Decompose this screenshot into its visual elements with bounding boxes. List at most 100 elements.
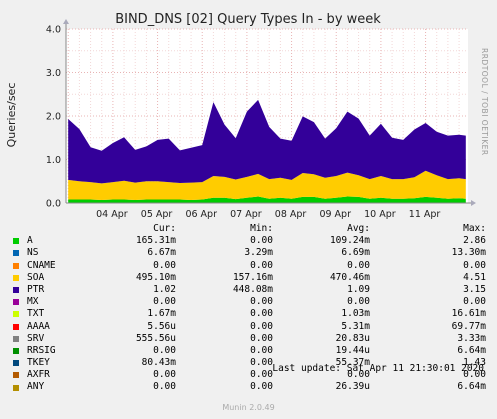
legend-swatch [13, 347, 19, 354]
x-tick-label: 07 Apr [230, 209, 262, 220]
legend-name: SOA [27, 271, 45, 283]
legend-name: TKEY [27, 357, 50, 369]
legend-avg: 0.00 [347, 296, 370, 308]
legend-cur: 0.00 [153, 259, 176, 271]
legend-cur: 555.56u [135, 332, 176, 344]
x-tick-label: 10 Apr [364, 209, 396, 220]
legend-header: Cur: Min: Avg: Max: [12, 223, 490, 235]
legend-row-soa: SOA 495.10m 157.16m 470.46m 4.51 [12, 272, 490, 284]
y-tick-label: 1.0 [46, 155, 61, 166]
side-label: RRDTOOL / TOBI OETIKER [480, 48, 489, 156]
legend-min: 0.00 [250, 235, 273, 247]
legend-name: AXFR [27, 369, 50, 381]
y-tick-label: 2.0 [46, 112, 61, 123]
legend-avg: 1.03m [341, 308, 370, 320]
legend-cur: 1.02 [153, 283, 176, 295]
legend-swatch [13, 299, 19, 306]
x-tick-label: 04 Apr [96, 209, 128, 220]
legend-swatch [13, 311, 19, 318]
legend-name: MX [27, 296, 39, 308]
legend-name: AAAA [27, 320, 50, 332]
x-axis-arrow [471, 200, 476, 206]
legend-row-mx: MX 0.00 0.00 0.00 0.00 [12, 296, 490, 308]
series-area-soa [68, 170, 466, 200]
legend-min: 0.00 [250, 259, 273, 271]
legend-cur: 6.67m [147, 247, 176, 259]
legend-max: 1.43 [463, 357, 486, 369]
legend-max: 4.51 [463, 271, 486, 283]
legend-avg: 0.00 [347, 369, 370, 381]
legend-avg: 5.31m [341, 320, 370, 332]
legend-name: PTR [27, 283, 45, 295]
legend-max: 6.64m [457, 344, 486, 356]
legend-row-rrsig: RRSIG 0.00 0.00 19.44u 6.64m [12, 345, 490, 357]
legend-max: 3.15 [463, 283, 486, 295]
legend-name: TXT [27, 308, 45, 320]
legend-max: 0.00 [463, 296, 486, 308]
legend-swatch [13, 287, 19, 294]
legend-max: 6.64m [457, 381, 486, 393]
axes [63, 19, 476, 206]
legend-avg: 470.46m [329, 271, 370, 283]
legend-row-srv: SRV 555.56u 0.00 20.83u 3.33m [12, 333, 490, 345]
legend-cur: 495.10m [135, 271, 176, 283]
legend-cur: 0.00 [153, 296, 176, 308]
x-tick-label: 09 Apr [319, 209, 351, 220]
legend-min: 0.00 [250, 332, 273, 344]
legend-swatch [13, 238, 19, 245]
legend-row-ns: NS 6.67m 3.29m 6.69m 13.30m [12, 247, 490, 259]
legend-avg: 26.39u [335, 381, 370, 393]
legend-min: 0.00 [250, 381, 273, 393]
munin-version: Munin 2.0.49 [222, 403, 275, 412]
legend-swatch [13, 335, 19, 342]
legend-name: CNAME [27, 259, 56, 271]
legend-min: 0.00 [250, 357, 273, 369]
y-axis-arrow [63, 19, 69, 24]
x-tick-label: 08 Apr [275, 209, 307, 220]
legend-name: RRSIG [27, 344, 56, 356]
legend-avg: 1.09 [347, 283, 370, 295]
legend-row-ptr: PTR 1.02 448.08m 1.09 3.15 [12, 284, 490, 296]
legend-min: 0.00 [250, 296, 273, 308]
header-cur: Cur: [153, 223, 176, 234]
legend-row-cname: CNAME 0.00 0.00 0.00 0.00 [12, 260, 490, 272]
y-tick-label: 3.0 [46, 68, 61, 79]
legend-swatch [13, 384, 19, 391]
legend-cur: 165.31m [135, 235, 176, 247]
legend-row-a: A 165.31m 0.00 109.24m 2.86 [12, 235, 490, 247]
y-axis-label: Queries/sec [5, 83, 18, 148]
legend-min: 0.00 [250, 308, 273, 320]
x-tick-label: 11 Apr [409, 209, 441, 220]
legend-avg: 55.37m [335, 357, 370, 369]
legend-swatch [13, 372, 19, 379]
legend-max: 0.00 [463, 369, 486, 381]
legend-cur: 0.00 [153, 369, 176, 381]
legend-cur: 5.56u [147, 320, 176, 332]
legend-name: A [27, 235, 33, 247]
legend-cur: 0.00 [153, 344, 176, 356]
legend-name: SRV [27, 332, 45, 344]
legend-swatch [13, 274, 19, 281]
legend-min: 448.08m [232, 283, 273, 295]
legend-max: 3.33m [457, 332, 486, 344]
legend-min: 157.16m [232, 271, 273, 283]
legend-row-txt: TXT 1.67m 0.00 1.03m 16.61m [12, 308, 490, 320]
legend-avg: 19.44u [335, 344, 370, 356]
legend-avg: 109.24m [329, 235, 370, 247]
legend-min: 3.29m [244, 247, 273, 259]
x-tick-label: 06 Apr [185, 209, 217, 220]
header-min: Min: [250, 223, 273, 234]
legend-cur: 80.43m [141, 357, 176, 369]
chart-title: BIND_DNS [02] Query Types In - by week [115, 12, 381, 27]
legend-max: 16.61m [451, 308, 486, 320]
legend-row-axfr: AXFR 0.00 0.00 0.00 0.00 [12, 369, 490, 381]
y-tick-label: 4.0 [46, 25, 61, 36]
legend-max: 69.77m [451, 320, 486, 332]
legend-name: ANY [27, 381, 45, 393]
legend-avg: 6.69m [341, 247, 370, 259]
legend-swatch [13, 323, 19, 330]
legend-max: 0.00 [463, 259, 486, 271]
legend-cur: 1.67m [147, 308, 176, 320]
x-tick-label: 05 Apr [141, 209, 173, 220]
